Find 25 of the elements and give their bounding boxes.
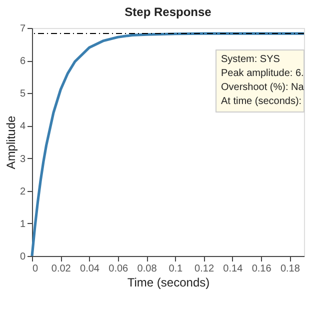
x-tick-label: 0.1 — [168, 264, 184, 274]
y-tick-label: 3 — [20, 154, 26, 165]
y-tick-label: 6 — [20, 56, 26, 68]
annotation: Overshoot (%): Na — [221, 82, 304, 93]
annotation: At time (seconds): — [221, 96, 302, 107]
x-tick-label: 0.08 — [137, 264, 158, 274]
y-axis-title: Amplitude — [4, 116, 18, 170]
x-tick-label: 0.14 — [223, 264, 244, 274]
x-tick-label: 0.02 — [51, 264, 72, 274]
annotation: Peak amplitude: 6. — [221, 68, 304, 79]
x-tick-label: 0.18 — [280, 264, 300, 274]
y-tick-label: 0 — [20, 252, 26, 262]
y-tick-label: 2 — [20, 186, 26, 198]
annotation: System: SYS — [221, 54, 280, 65]
x-tick-label: 0 — [32, 264, 38, 274]
x-tick-label: 0.12 — [194, 264, 214, 274]
y-tick-label: 5 — [20, 88, 26, 100]
y-tick-label: 7 — [20, 24, 26, 34]
y-tick-label: 4 — [20, 121, 26, 132]
x-axis-title: Time (seconds) — [127, 276, 210, 290]
y-tick-label: 1 — [20, 218, 26, 230]
x-tick-label: 0.04 — [80, 264, 100, 274]
x-tick-label: 0.06 — [108, 264, 129, 274]
chart-title: Step Response — [124, 5, 212, 19]
x-tick-label: 0.16 — [252, 264, 272, 274]
